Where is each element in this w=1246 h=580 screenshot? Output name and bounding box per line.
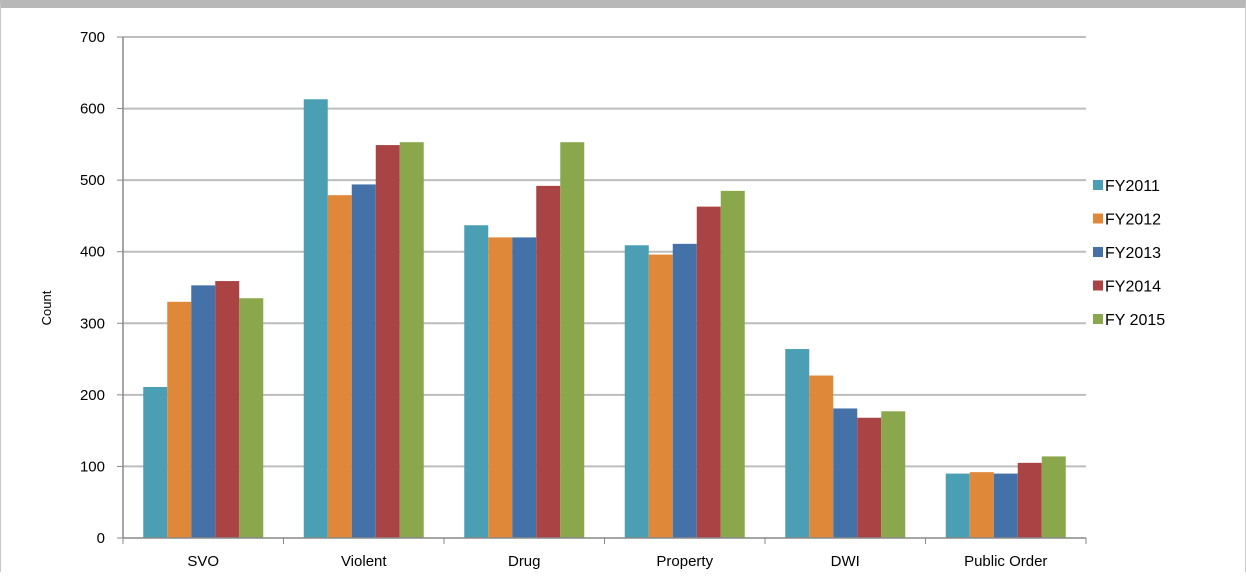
bar-property-fy2014: [696, 206, 721, 539]
y-tick-label: 100: [80, 458, 105, 475]
x-tick-label: Public Order: [964, 553, 1047, 570]
bar-violent-fy2012: [327, 195, 352, 538]
bar-dwi-fy2012: [809, 375, 834, 538]
bar-property-fy2012: [648, 254, 673, 538]
legend-swatch: [1093, 247, 1103, 257]
bar-svo-fy2011: [143, 386, 168, 538]
y-tick-label: 200: [80, 387, 105, 404]
bar-property-fy2013: [672, 243, 697, 538]
legend-swatch: [1093, 314, 1103, 324]
x-tick-labels: SVO Violent Drug Property DWI Public Order: [187, 553, 1047, 570]
bar-public-order-fy2014: [1017, 462, 1042, 538]
x-tick-label: DWI: [831, 553, 860, 570]
y-tick-label: 400: [80, 244, 105, 261]
bar-drug-fy2011: [464, 225, 489, 539]
bar-property-fy2015: [720, 190, 745, 538]
bar-svo-fy2013: [191, 285, 216, 538]
bar-violent-fy2013: [351, 184, 376, 539]
x-tick-label: Drug: [508, 553, 541, 570]
bar-property-fy2011: [624, 245, 649, 538]
legend-label: FY2013: [1105, 245, 1161, 262]
bar-svo-fy2012: [167, 301, 192, 538]
bar-public-order-fy2012: [969, 472, 994, 538]
gridlines: [123, 36, 1086, 468]
legend-label: FY2014: [1105, 279, 1161, 296]
bar-violent-fy2015: [399, 142, 424, 538]
bar-public-order-fy2015: [1041, 456, 1066, 538]
y-tick-labels: 0 100 200 300 400 500 600 700: [80, 29, 105, 547]
bar-svo-fy2014: [215, 281, 240, 538]
x-tick-label: Violent: [341, 553, 387, 570]
y-tick-label: 500: [80, 172, 105, 189]
y-tick-label: 700: [80, 29, 105, 46]
x-tick-label: SVO: [187, 553, 219, 570]
y-tick-label: 300: [80, 315, 105, 332]
legend: FY2011 FY2012 FY2013 FY2014 FY 2015: [1093, 178, 1165, 329]
y-tick-label: 600: [80, 101, 105, 118]
legend-label: FY2011: [1105, 178, 1160, 195]
y-tick-label: 0: [97, 530, 105, 547]
bar-drug-fy2013: [512, 237, 537, 538]
y-axis-title: Count: [39, 290, 54, 325]
bar-drug-fy2012: [488, 237, 513, 538]
legend-swatch: [1093, 180, 1103, 190]
legend-label: FY2012: [1105, 212, 1161, 229]
bar-violent-fy2011: [303, 99, 328, 538]
legend-swatch: [1093, 213, 1103, 224]
bar-drug-fy2015: [560, 142, 585, 538]
bar-chart: Count 0 100 200 300 400 500 600 700 SVO Violent D…: [39, 29, 1165, 570]
legend-swatch: [1093, 280, 1103, 291]
bar-public-order-fy2013: [993, 473, 1018, 538]
bar-drug-fy2014: [536, 185, 561, 538]
bar-dwi-fy2014: [857, 417, 882, 538]
legend-label: FY 2015: [1105, 312, 1165, 329]
bars: [143, 99, 1066, 539]
bar-dwi-fy2013: [833, 408, 858, 538]
bar-violent-fy2014: [375, 145, 400, 538]
bar-dwi-fy2011: [785, 349, 810, 538]
axes: [117, 36, 1087, 544]
bar-svo-fy2015: [239, 298, 264, 538]
bar-dwi-fy2015: [881, 411, 906, 538]
bar-public-order-fy2011: [945, 473, 970, 538]
x-tick-label: Property: [656, 553, 713, 570]
